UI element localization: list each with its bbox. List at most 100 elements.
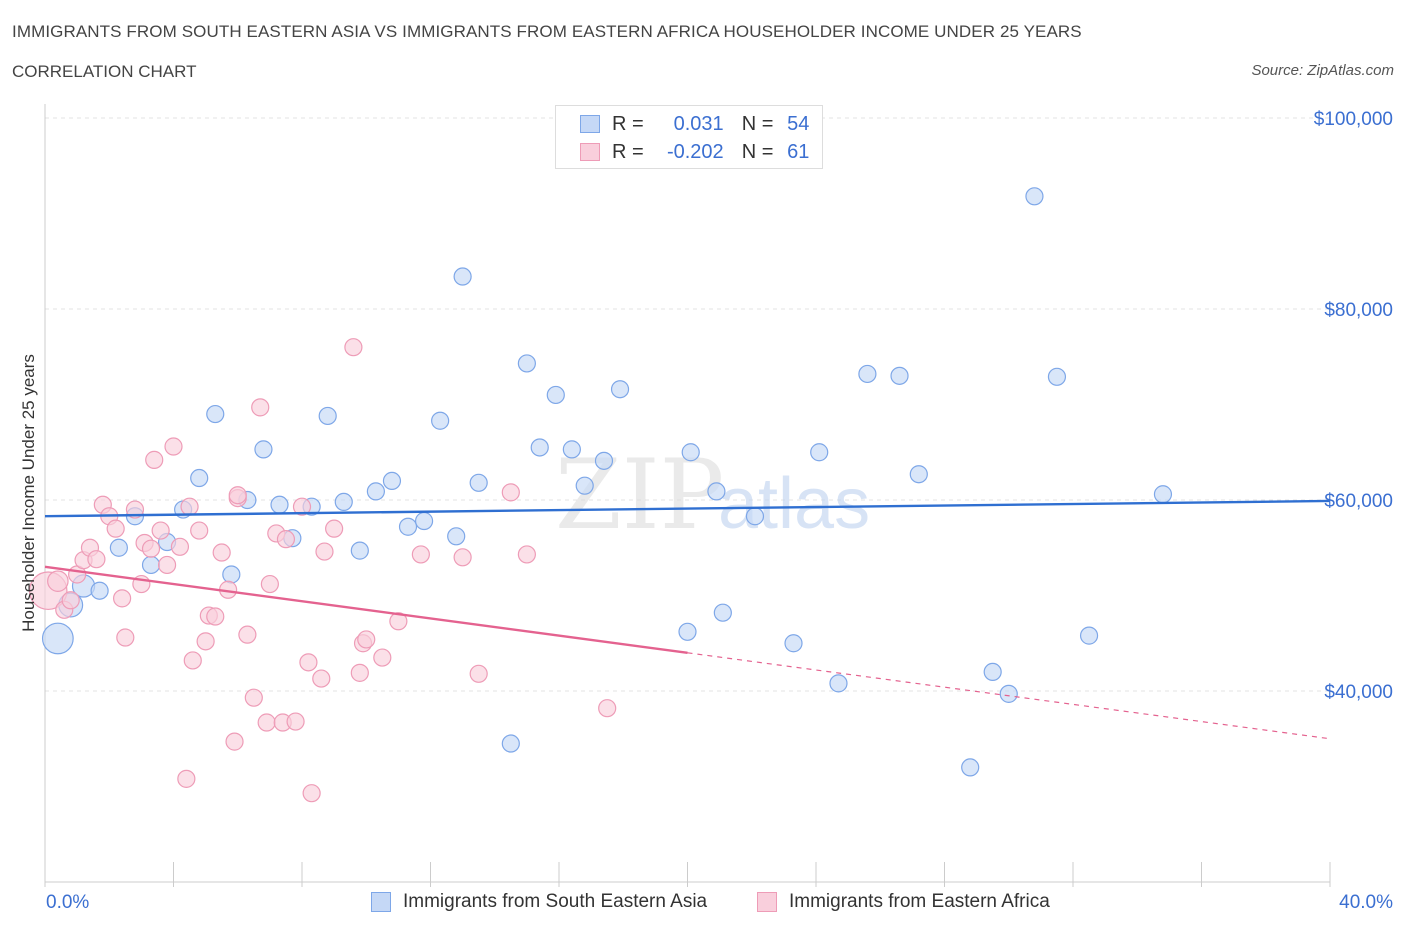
point-south-eastern-asia <box>109 538 128 557</box>
trend-line-eastern-africa <box>44 565 688 654</box>
point-south-eastern-asia <box>501 734 520 753</box>
trend-line-eastern-africa-projection <box>687 652 1331 740</box>
point-eastern-africa <box>225 732 244 751</box>
point-south-eastern-asia <box>366 482 385 501</box>
correlation-legend: R = 0.031 N = 54 R = -0.202 N = 61 <box>555 105 823 169</box>
point-south-eastern-asia <box>254 440 273 459</box>
point-eastern-africa <box>87 550 106 569</box>
legend-n-label: N = <box>741 140 774 163</box>
point-eastern-africa <box>411 545 430 564</box>
point-eastern-africa <box>299 653 318 672</box>
legend-r-label: R = <box>612 140 644 163</box>
point-eastern-africa <box>145 450 164 469</box>
point-south-eastern-asia <box>610 380 630 399</box>
point-south-eastern-asia <box>414 511 434 531</box>
point-south-eastern-asia <box>909 465 928 484</box>
point-eastern-africa <box>196 632 215 651</box>
series-legend-south-eastern-asia: Immigrants from South Eastern Asia <box>371 889 707 915</box>
point-eastern-africa <box>260 574 279 594</box>
point-eastern-africa <box>373 648 392 667</box>
watermark-atlas: atlas <box>718 464 870 544</box>
point-south-eastern-asia <box>206 404 225 424</box>
y-tick-label: $80,000 <box>1324 300 1393 321</box>
legend-swatch-blue <box>580 115 600 133</box>
point-south-eastern-asia <box>334 492 353 512</box>
point-eastern-africa <box>164 437 183 456</box>
legend-r-value: 0.031 <box>673 112 724 135</box>
point-south-eastern-asia <box>1153 485 1173 504</box>
series-legend-eastern-africa: Immigrants from Eastern Africa <box>757 889 1050 915</box>
point-eastern-africa <box>312 669 331 688</box>
y-tick-label: $40,000 <box>1324 682 1393 703</box>
point-south-eastern-asia <box>961 758 980 777</box>
point-south-eastern-asia <box>469 473 488 492</box>
point-south-eastern-asia <box>858 364 877 384</box>
point-eastern-africa <box>238 625 257 644</box>
point-eastern-africa <box>106 519 125 538</box>
point-south-eastern-asia <box>745 507 765 526</box>
point-eastern-africa <box>315 542 334 561</box>
point-eastern-africa <box>251 398 270 417</box>
point-south-eastern-asia <box>713 603 732 622</box>
legend-n-label: N = <box>741 112 774 135</box>
data-points <box>28 187 1173 803</box>
point-eastern-africa <box>344 338 363 357</box>
point-south-eastern-asia <box>678 622 697 641</box>
point-south-eastern-asia <box>350 541 369 560</box>
point-south-eastern-asia <box>517 354 536 373</box>
point-south-eastern-asia <box>1079 626 1099 645</box>
point-south-eastern-asia <box>398 517 418 536</box>
point-south-eastern-asia <box>222 565 241 584</box>
point-south-eastern-asia <box>382 471 402 490</box>
gridlines <box>45 117 1330 692</box>
point-south-eastern-asia <box>431 411 450 430</box>
legend-row-eastern-africa: R = -0.202 N = 61 <box>580 139 809 165</box>
point-eastern-africa <box>389 612 408 631</box>
point-eastern-africa <box>598 699 617 718</box>
point-eastern-africa <box>276 530 296 549</box>
point-south-eastern-asia <box>890 366 909 385</box>
y-axis-label: Householder Income Under 25 years <box>19 354 38 632</box>
point-south-eastern-asia <box>594 451 614 470</box>
point-south-eastern-asia <box>983 662 1002 682</box>
tick-labels: $40,000 $60,000 $80,000 $100,000 0.0% 40.0% <box>46 109 1393 913</box>
point-eastern-africa <box>286 712 305 731</box>
point-south-eastern-asia <box>707 482 726 501</box>
point-eastern-africa <box>183 651 202 670</box>
point-south-eastern-asia <box>546 385 565 405</box>
point-south-eastern-asia <box>318 406 337 426</box>
axes <box>44 104 1331 887</box>
point-eastern-africa <box>453 548 472 567</box>
point-eastern-africa <box>116 628 135 647</box>
point-south-eastern-asia <box>784 634 803 653</box>
point-south-eastern-asia <box>141 555 161 575</box>
point-south-eastern-asia <box>270 495 289 514</box>
point-south-eastern-asia <box>453 267 472 286</box>
point-south-eastern-asia <box>41 622 74 655</box>
series-swatch-blue <box>371 892 391 912</box>
legend-r-label: R = <box>612 112 644 135</box>
point-south-eastern-asia <box>810 443 829 462</box>
point-eastern-africa <box>190 521 209 540</box>
point-south-eastern-asia <box>575 476 594 495</box>
trend-line-south-eastern-asia <box>44 499 1331 518</box>
x-tick-label-max: 40.0% <box>1339 892 1393 913</box>
point-eastern-africa <box>517 545 536 564</box>
point-eastern-africa <box>469 664 488 683</box>
chart-source: Source: ZipAtlas.com <box>1251 62 1394 79</box>
series-label: Immigrants from Eastern Africa <box>789 891 1050 912</box>
point-eastern-africa <box>257 713 276 732</box>
x-tick-label-min: 0.0% <box>46 892 89 913</box>
point-south-eastern-asia <box>829 674 848 693</box>
point-eastern-africa <box>112 589 132 608</box>
chart-subtitle: CORRELATION CHART <box>12 62 197 81</box>
point-south-eastern-asia <box>190 468 209 488</box>
point-eastern-africa <box>501 483 520 502</box>
legend-r-value: -0.202 <box>666 140 724 163</box>
point-eastern-africa <box>302 784 321 803</box>
point-eastern-africa <box>151 521 170 540</box>
point-eastern-africa <box>357 630 376 649</box>
point-eastern-africa <box>61 591 80 610</box>
point-eastern-africa <box>141 539 161 558</box>
point-eastern-africa <box>350 663 369 682</box>
